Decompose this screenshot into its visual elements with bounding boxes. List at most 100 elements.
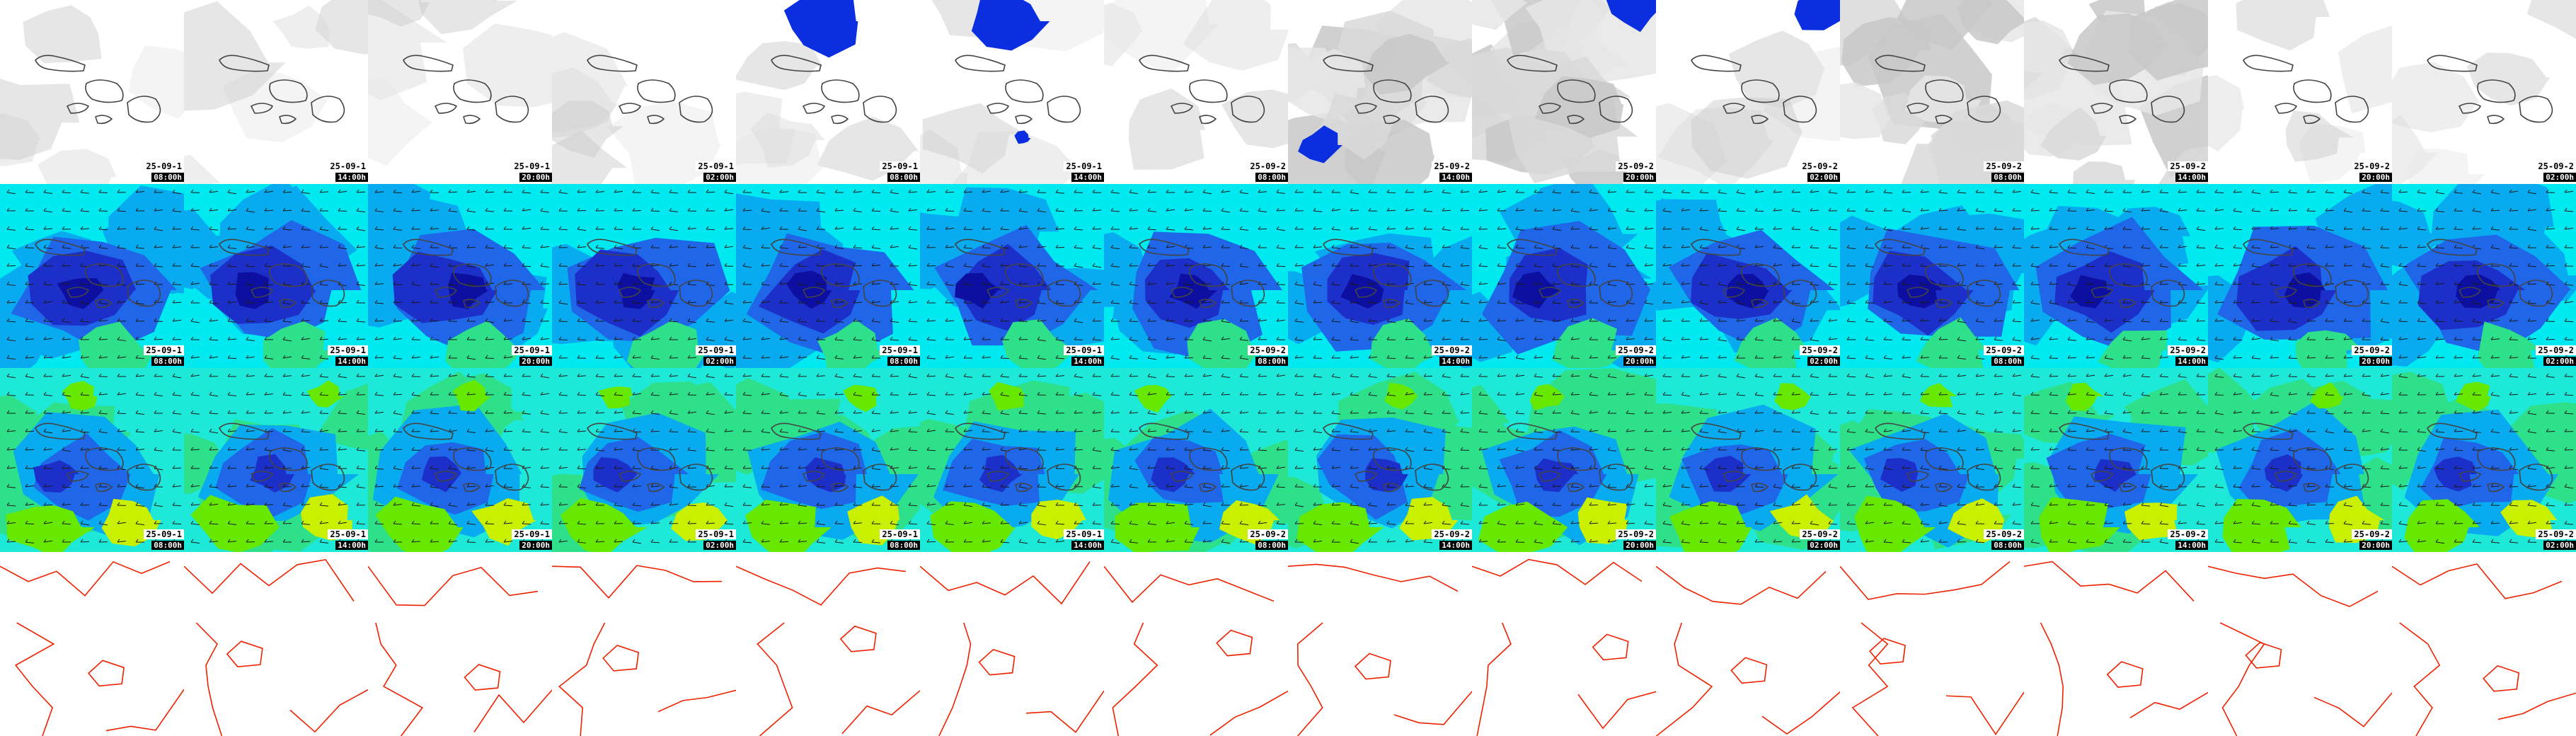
cloud-cover-map xyxy=(0,0,184,184)
frame-date-label: 25-09-1 xyxy=(144,161,184,171)
pressure-isobar-map-panel[interactable] xyxy=(920,552,1104,736)
pressure-isobar-map-panel[interactable] xyxy=(1104,552,1288,736)
pressure-isobar-map-panel[interactable] xyxy=(1472,552,1656,736)
frame-hour-label: 14:00h xyxy=(335,173,368,182)
frame-hour-label: 08:00h xyxy=(151,173,184,182)
coastline xyxy=(1875,238,2001,309)
frame-hour-label: 02:00h xyxy=(703,541,736,550)
coastline xyxy=(1139,238,1265,309)
frame-hour-label: 08:00h xyxy=(151,357,184,366)
pressure-isobar-map xyxy=(2208,552,2392,736)
wind-speed-map-panel[interactable]: 25-09-1 08:00h xyxy=(0,184,184,368)
cloud-cover-map-panel[interactable]: 25-09-1 20:00h xyxy=(368,0,552,184)
cloud-cover-map-panel[interactable]: 25-09-1 08:00h xyxy=(736,0,920,184)
wind-gust-map-panel[interactable]: 25-09-1 08:00h xyxy=(736,368,920,552)
cloud-cover-map-panel[interactable]: 25-09-2 08:00h xyxy=(1104,0,1288,184)
cloud-cover-map xyxy=(1840,0,2024,184)
wind-gust-map xyxy=(0,368,184,552)
frame-hour-label: 14:00h xyxy=(1439,173,1472,182)
cloud-cover-map-panel[interactable]: 25-09-1 14:00h xyxy=(184,0,368,184)
frame-hour-label: 14:00h xyxy=(335,541,368,550)
frame-hour-label: 14:00h xyxy=(2175,357,2208,366)
cloud-cover-map-panel[interactable]: 25-09-2 08:00h xyxy=(1840,0,2024,184)
coastline xyxy=(587,422,713,493)
cloud-cover-map xyxy=(1104,0,1288,184)
wind-gust-map-panel[interactable]: 25-09-1 20:00h xyxy=(368,368,552,552)
frame-hour-label: 14:00h xyxy=(1439,541,1472,550)
wind-speed-map-panel[interactable]: 25-09-2 08:00h xyxy=(1104,184,1288,368)
frame-date-label: 25-09-1 xyxy=(696,529,736,539)
wind-gust-map-panel[interactable]: 25-09-2 08:00h xyxy=(1840,368,2024,552)
frame-date-label: 25-09-1 xyxy=(880,529,920,539)
coastline xyxy=(771,54,897,125)
cloud-cover-map-panel[interactable]: 25-09-2 14:00h xyxy=(1288,0,1472,184)
pressure-isobar-map-panel[interactable] xyxy=(2024,552,2208,736)
frame-hour-label: 02:00h xyxy=(1807,541,1840,550)
wind-speed-map-panel[interactable]: 25-09-1 14:00h xyxy=(920,184,1104,368)
cloud-cover-map-panel[interactable]: 25-09-2 20:00h xyxy=(2208,0,2392,184)
coastline xyxy=(587,54,713,125)
coastline xyxy=(1323,54,1449,125)
wind-speed-map-panel[interactable]: 25-09-1 14:00h xyxy=(184,184,368,368)
cloud-cover-map-panel[interactable]: 25-09-1 08:00h xyxy=(0,0,184,184)
pressure-isobar-map-panel[interactable] xyxy=(184,552,368,736)
cloud-cover-map-panel[interactable]: 25-09-1 02:00h xyxy=(552,0,736,184)
pressure-isobar-map-panel[interactable] xyxy=(368,552,552,736)
wind-gust-map-panel[interactable]: 25-09-2 02:00h xyxy=(2392,368,2576,552)
wind-gust-map-panel[interactable]: 25-09-2 14:00h xyxy=(1288,368,1472,552)
wind-speed-map-panel[interactable]: 25-09-2 02:00h xyxy=(2392,184,2576,368)
pressure-isobar-map-panel[interactable] xyxy=(0,552,184,736)
cloud-cover-map-panel[interactable]: 25-09-2 02:00h xyxy=(1656,0,1840,184)
wind-gust-map-panel[interactable]: 25-09-2 20:00h xyxy=(1472,368,1656,552)
frame-hour-label: 14:00h xyxy=(2175,173,2208,182)
wind-speed-map-panel[interactable]: 25-09-1 20:00h xyxy=(368,184,552,368)
wind-speed-map xyxy=(0,184,184,368)
cloud-cover-map xyxy=(552,0,736,184)
frame-hour-label: 20:00h xyxy=(2359,541,2392,550)
cloud-cover-map-panel[interactable]: 25-09-2 14:00h xyxy=(2024,0,2208,184)
pressure-isobar-map xyxy=(736,552,920,736)
wind-gust-map-panel[interactable]: 25-09-1 08:00h xyxy=(0,368,184,552)
cloud-cover-map-panel[interactable]: 25-09-2 02:00h xyxy=(2392,0,2576,184)
wind-speed-map-panel[interactable]: 25-09-2 02:00h xyxy=(1656,184,1840,368)
pressure-isobar-map-panel[interactable] xyxy=(1288,552,1472,736)
wind-gust-map-panel[interactable]: 25-09-2 08:00h xyxy=(1104,368,1288,552)
wind-speed-map-panel[interactable]: 25-09-2 14:00h xyxy=(2024,184,2208,368)
pressure-isobar-map xyxy=(552,552,736,736)
wind-speed-map xyxy=(184,184,368,368)
pressure-isobar-map-panel[interactable] xyxy=(2392,552,2576,736)
frame-date-label: 25-09-2 xyxy=(1432,161,1472,171)
wind-speed-map-panel[interactable]: 25-09-2 08:00h xyxy=(1840,184,2024,368)
pressure-isobar-map-panel[interactable] xyxy=(736,552,920,736)
cloud-cover-map-panel[interactable]: 25-09-1 14:00h xyxy=(920,0,1104,184)
wind-speed-map xyxy=(1656,184,1840,368)
wind-gust-map-panel[interactable]: 25-09-1 14:00h xyxy=(184,368,368,552)
pressure-isobar-map-panel[interactable] xyxy=(2208,552,2392,736)
wind-gust-map-panel[interactable]: 25-09-1 02:00h xyxy=(552,368,736,552)
wind-gust-map-panel[interactable]: 25-09-2 14:00h xyxy=(2024,368,2208,552)
pressure-isobar-map xyxy=(2024,552,2208,736)
wind-gust-map-panel[interactable]: 25-09-2 20:00h xyxy=(2208,368,2392,552)
frame-date-label: 25-09-2 xyxy=(2536,529,2576,539)
coastline xyxy=(2243,238,2369,309)
pressure-isobar-map-panel[interactable] xyxy=(552,552,736,736)
frame-date-label: 25-09-1 xyxy=(1064,345,1104,355)
pressure-isobar-map-panel[interactable] xyxy=(1840,552,2024,736)
cloud-cover-map-panel[interactable]: 25-09-2 20:00h xyxy=(1472,0,1656,184)
coastline xyxy=(1323,238,1449,309)
wind-gust-map-panel[interactable]: 25-09-2 02:00h xyxy=(1656,368,1840,552)
frame-hour-label: 02:00h xyxy=(703,357,736,366)
frame-date-label: 25-09-2 xyxy=(2168,529,2208,539)
wind-speed-map-panel[interactable]: 25-09-2 20:00h xyxy=(1472,184,1656,368)
pressure-isobar-map-panel[interactable] xyxy=(1656,552,1840,736)
frame-date-label: 25-09-2 xyxy=(1432,345,1472,355)
coastline xyxy=(2427,422,2553,493)
wind-speed-map-panel[interactable]: 25-09-2 14:00h xyxy=(1288,184,1472,368)
wind-speed-map-panel[interactable]: 25-09-1 08:00h xyxy=(736,184,920,368)
wind-speed-map-panel[interactable]: 25-09-2 20:00h xyxy=(2208,184,2392,368)
frame-date-label: 25-09-2 xyxy=(2352,345,2392,355)
wind-speed-map-panel[interactable]: 25-09-1 02:00h xyxy=(552,184,736,368)
wind-gust-map-panel[interactable]: 25-09-1 14:00h xyxy=(920,368,1104,552)
coastline xyxy=(771,238,897,309)
